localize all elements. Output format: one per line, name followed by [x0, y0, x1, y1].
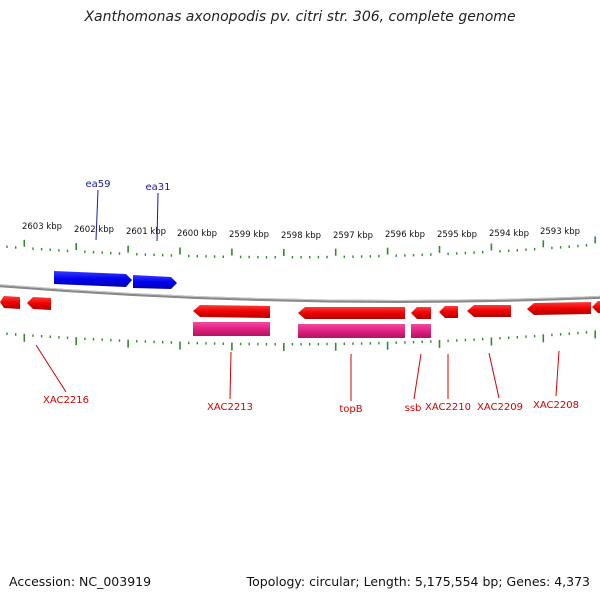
accession-text: Accession: NC_003919	[9, 574, 152, 589]
leader-line	[95, 189, 99, 241]
leader-line	[555, 350, 560, 397]
gene-label-xac2210[interactable]: XAC2210	[425, 402, 471, 413]
gene-feature-reverse[interactable]	[439, 306, 458, 318]
genome-backbone-highlight	[0, 284, 600, 301]
gene-feature-reverse[interactable]	[592, 301, 600, 313]
leader-line	[229, 351, 232, 400]
genome-summary-text: Topology: circular; Length: 5,175,554 bp…	[246, 574, 590, 589]
scale-label: 2603 kbp	[22, 222, 62, 232]
gene-feature-reverse[interactable]	[467, 305, 511, 317]
gene-label-xac2209[interactable]: XAC2209	[477, 402, 523, 413]
scale-label: 2602 kbp	[74, 225, 114, 235]
forward-genes	[54, 271, 177, 289]
gene-feature-reverse[interactable]	[27, 297, 51, 310]
scale-label: 2600 kbp	[177, 229, 217, 239]
upper-tick-row	[6, 236, 597, 259]
scale-label: 2593 kbp	[540, 227, 580, 237]
pink-features	[193, 322, 431, 338]
leader-line	[35, 344, 67, 393]
scale-labels: 2603 kbp 2602 kbp 2601 kbp 2600 kbp 2599…	[22, 222, 580, 241]
genome-backbone	[0, 284, 600, 303]
reverse-genes	[0, 296, 600, 319]
gene-label-topb[interactable]: topB	[339, 404, 362, 415]
gene-label-xac2213[interactable]: XAC2213	[207, 402, 253, 413]
scale-label: 2601 kbp	[126, 227, 166, 237]
feature-bar[interactable]	[193, 322, 270, 336]
scale-label: 2595 kbp	[437, 230, 477, 240]
scale-label: 2599 kbp	[229, 230, 269, 240]
feature-bar[interactable]	[298, 324, 405, 338]
scale-label: 2594 kbp	[489, 229, 529, 239]
gene-label-xac2216[interactable]: XAC2216	[43, 395, 89, 406]
gene-feature-forward[interactable]	[54, 271, 132, 287]
leader-line	[156, 192, 159, 242]
leader-line	[488, 352, 500, 399]
lower-tick-row	[6, 330, 597, 351]
gene-feature-reverse[interactable]	[298, 307, 405, 319]
gene-feature-reverse[interactable]	[0, 296, 20, 309]
gene-label-ea59[interactable]: ea59	[85, 179, 110, 190]
gene-feature-reverse[interactable]	[527, 302, 591, 315]
map-title: Xanthomonas axonopodis pv. citri str. 30…	[84, 9, 516, 25]
forward-gene-labels: ea59 ea31	[85, 179, 171, 242]
scale-label: 2597 kbp	[333, 231, 373, 241]
feature-bar[interactable]	[411, 324, 431, 338]
gene-feature-reverse[interactable]	[411, 307, 431, 319]
reverse-gene-labels: XAC2216 XAC2213 topB ssb XAC2210 XAC2209…	[35, 344, 579, 415]
scale-label: 2598 kbp	[281, 231, 321, 241]
leader-line	[413, 353, 422, 400]
scale-label: 2596 kbp	[385, 230, 425, 240]
gene-label-ea31[interactable]: ea31	[145, 182, 170, 193]
gene-feature-forward[interactable]	[133, 275, 177, 289]
gene-feature-reverse[interactable]	[193, 305, 270, 318]
gene-label-xac2208[interactable]: XAC2208	[533, 400, 579, 411]
gene-label-ssb[interactable]: ssb	[405, 403, 422, 414]
